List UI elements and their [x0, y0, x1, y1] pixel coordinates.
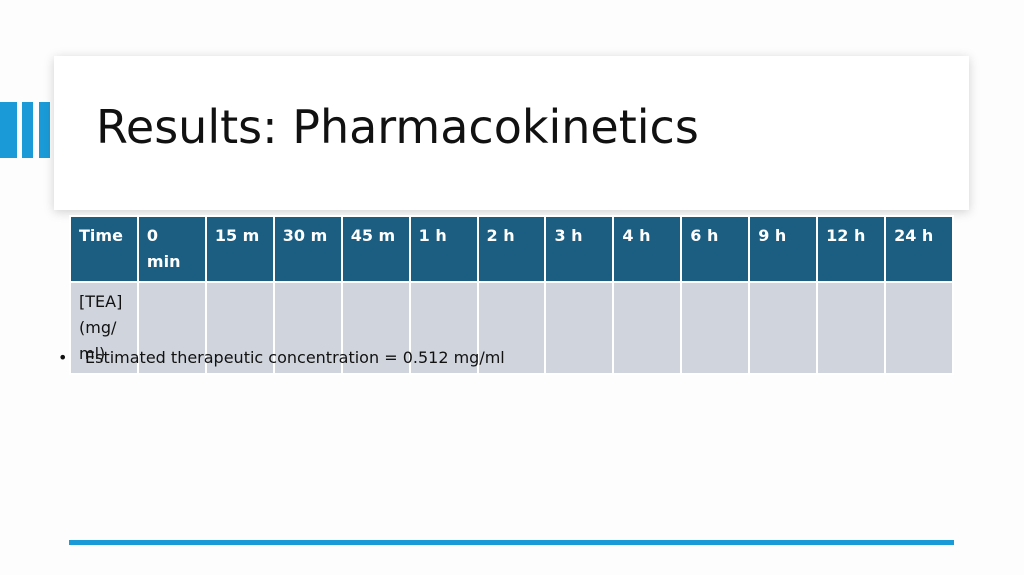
bottom-rule — [69, 540, 954, 545]
table-cell — [680, 281, 751, 375]
row-label-cell-concentration: [TEA] (mg/ ml) — [69, 281, 139, 375]
header-cell: 3 h — [544, 215, 615, 283]
header-cell: 24 h — [884, 215, 954, 283]
table-cell — [748, 281, 819, 375]
table-cell — [340, 281, 411, 375]
accent-bar — [22, 102, 33, 158]
title-card: Results: Pharmacokinetics — [54, 56, 969, 210]
table-header-row: Time 0 min 15 m 30 m 45 m 1 h 2 h 3 h 4 … — [69, 215, 954, 283]
table-cell — [476, 281, 547, 375]
header-cell: 1 h — [408, 215, 479, 283]
slide-title: Results: Pharmacokinetics — [96, 100, 699, 154]
pharmacokinetics-table: Time 0 min 15 m 30 m 45 m 1 h 2 h 3 h 4 … — [69, 215, 954, 375]
table-cell — [408, 281, 479, 375]
header-cell: 4 h — [612, 215, 683, 283]
header-cell: 9 h — [748, 215, 819, 283]
bullet-glyph: • — [58, 348, 68, 367]
header-cell: 12 h — [816, 215, 887, 283]
table-cell — [272, 281, 343, 375]
header-cell: 30 m — [272, 215, 343, 283]
table-cell — [816, 281, 887, 375]
header-cell: 45 m — [340, 215, 411, 283]
table-cell — [884, 281, 954, 375]
table-row: [TEA] (mg/ ml) — [69, 281, 954, 375]
header-cell: 6 h — [680, 215, 751, 283]
header-cell: 0 min — [136, 215, 207, 283]
table-cell — [612, 281, 683, 375]
table-cell — [544, 281, 615, 375]
header-cell: 2 h — [476, 215, 547, 283]
accent-bar — [0, 102, 17, 158]
bullet-note: • Estimated therapeutic concentration = 0… — [58, 348, 505, 367]
header-cell-time: Time — [69, 215, 139, 283]
table-cell — [204, 281, 275, 375]
table-cell — [136, 281, 207, 375]
header-cell: 15 m — [204, 215, 275, 283]
accent-bar — [39, 102, 50, 158]
note-text: Estimated therapeutic concentration = 0.… — [85, 348, 505, 367]
